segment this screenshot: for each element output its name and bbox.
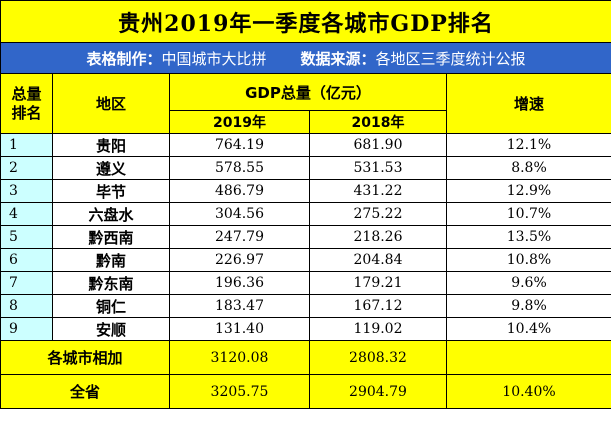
table-row: 1 贵阳 764.19 681.90 12.1% bbox=[0, 133, 611, 157]
maker-label: 表格制作： bbox=[86, 49, 162, 68]
city-name: 六盘水 bbox=[52, 202, 170, 226]
province-gdp-2019: 3205.75 bbox=[169, 374, 310, 409]
source-value: 各地区三季度统计公报 bbox=[375, 49, 526, 68]
table-row: 7 黔东南 196.36 179.21 9.6% bbox=[0, 271, 611, 295]
growth-cell: 8.8% bbox=[446, 156, 611, 180]
gdp-2019-cell: 304.56 bbox=[169, 202, 310, 226]
growth-cell: 13.5% bbox=[446, 225, 611, 249]
gdp-2019-cell: 486.79 bbox=[169, 179, 310, 203]
rank-cell: 7 bbox=[0, 271, 53, 295]
sum-growth bbox=[446, 340, 611, 375]
growth-cell: 12.1% bbox=[446, 133, 611, 157]
table-row: 4 六盘水 304.56 275.22 10.7% bbox=[0, 202, 611, 226]
growth-cell: 10.4% bbox=[446, 317, 611, 341]
credit-line: 表格制作：中国城市大比拼 数据来源：各地区三季度统计公报 bbox=[0, 42, 611, 74]
gdp-2018-cell: 681.90 bbox=[309, 133, 447, 157]
gdp-2018-cell: 179.21 bbox=[309, 271, 447, 295]
sum-cities-row: 各城市相加 3120.08 2808.32 bbox=[0, 340, 611, 375]
sum-cities-label: 各城市相加 bbox=[0, 340, 170, 375]
rank-cell: 1 bbox=[0, 133, 53, 157]
gdp-2019-cell: 131.40 bbox=[169, 317, 310, 341]
province-label: 全省 bbox=[0, 374, 170, 409]
header-year-2019: 2019年 bbox=[169, 110, 310, 134]
gdp-2019-cell: 764.19 bbox=[169, 133, 310, 157]
rank-cell: 2 bbox=[0, 156, 53, 180]
gdp-2018-cell: 218.26 bbox=[309, 225, 447, 249]
city-name: 铜仁 bbox=[52, 294, 170, 318]
province-row: 全省 3205.75 2904.79 10.40% bbox=[0, 374, 611, 409]
header-growth: 增速 bbox=[446, 73, 611, 134]
growth-cell: 10.7% bbox=[446, 202, 611, 226]
gdp-2019-cell: 226.97 bbox=[169, 248, 310, 272]
table-row: 8 铜仁 183.47 167.12 9.8% bbox=[0, 294, 611, 318]
gdp-2019-cell: 183.47 bbox=[169, 294, 310, 318]
gdp-2018-cell: 275.22 bbox=[309, 202, 447, 226]
rank-cell: 9 bbox=[0, 317, 53, 341]
gdp-2018-cell: 167.12 bbox=[309, 294, 447, 318]
city-name: 黔南 bbox=[52, 248, 170, 272]
city-name: 黔西南 bbox=[52, 225, 170, 249]
header-year-2018: 2018年 bbox=[309, 110, 447, 134]
gdp-2018-cell: 431.22 bbox=[309, 179, 447, 203]
header-rank: 总量 排名 bbox=[0, 73, 53, 134]
province-growth: 10.40% bbox=[446, 374, 611, 409]
city-name: 毕节 bbox=[52, 179, 170, 203]
province-gdp-2018: 2904.79 bbox=[309, 374, 447, 409]
rank-cell: 4 bbox=[0, 202, 53, 226]
table-row: 3 毕节 486.79 431.22 12.9% bbox=[0, 179, 611, 203]
rank-cell: 6 bbox=[0, 248, 53, 272]
growth-cell: 9.6% bbox=[446, 271, 611, 295]
table-row: 2 遵义 578.55 531.53 8.8% bbox=[0, 156, 611, 180]
sum-gdp-2018: 2808.32 bbox=[309, 340, 447, 375]
city-name: 安顺 bbox=[52, 317, 170, 341]
growth-cell: 10.8% bbox=[446, 248, 611, 272]
table-row: 6 黔南 226.97 204.84 10.8% bbox=[0, 248, 611, 272]
gdp-2018-cell: 531.53 bbox=[309, 156, 447, 180]
gdp-2019-cell: 578.55 bbox=[169, 156, 310, 180]
header-gdp: GDP总量（亿元） bbox=[169, 73, 447, 111]
gdp-2019-cell: 196.36 bbox=[169, 271, 310, 295]
growth-cell: 9.8% bbox=[446, 294, 611, 318]
gdp-2018-cell: 204.84 bbox=[309, 248, 447, 272]
maker-value: 中国城市大比拼 bbox=[161, 49, 267, 68]
rank-cell: 3 bbox=[0, 179, 53, 203]
city-name: 贵阳 bbox=[52, 133, 170, 157]
header-region: 地区 bbox=[52, 73, 170, 134]
city-name: 遵义 bbox=[52, 156, 170, 180]
gdp-table: 贵州2019年一季度各城市GDP排名 表格制作：中国城市大比拼 数据来源：各地区三… bbox=[0, 0, 611, 409]
sum-gdp-2019: 3120.08 bbox=[169, 340, 310, 375]
gdp-2018-cell: 119.02 bbox=[309, 317, 447, 341]
table-title: 贵州2019年一季度各城市GDP排名 bbox=[0, 0, 611, 43]
table-row: 9 安顺 131.40 119.02 10.4% bbox=[0, 317, 611, 341]
rank-cell: 8 bbox=[0, 294, 53, 318]
city-name: 黔东南 bbox=[52, 271, 170, 295]
rank-cell: 5 bbox=[0, 225, 53, 249]
gdp-2019-cell: 247.79 bbox=[169, 225, 310, 249]
source-label: 数据来源： bbox=[300, 49, 376, 68]
growth-cell: 12.9% bbox=[446, 179, 611, 203]
data-rows: 1 贵阳 764.19 681.90 12.1% 2 遵义 578.55 531… bbox=[0, 133, 611, 341]
table-row: 5 黔西南 247.79 218.26 13.5% bbox=[0, 225, 611, 249]
